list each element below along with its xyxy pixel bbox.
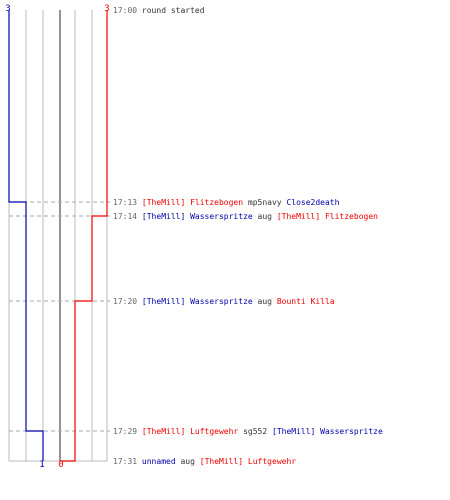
event-time: 17:29	[113, 427, 138, 436]
event-text: round started	[141, 6, 205, 15]
player-name: [TheMill] Flitzebogen	[276, 212, 378, 221]
team-a-end-count: 1	[39, 460, 44, 470]
event-row: 17:00 round started	[113, 6, 205, 16]
event-text: aug	[257, 297, 272, 306]
event-time: 17:13	[113, 198, 138, 207]
event-time: 17:31	[113, 457, 138, 466]
team_a-series-line	[8, 10, 44, 461]
player-name: Bounti Killa	[276, 297, 335, 306]
event-row: 17:20 [TheMill] Wasserspritze aug Bounti…	[113, 297, 335, 307]
player-name: Close2death	[286, 198, 340, 207]
event-time: 17:00	[113, 6, 138, 15]
team-b-start-count: 3	[104, 4, 109, 14]
player-name: [TheMill] Luftgewehr	[199, 457, 297, 466]
player-name: [TheMill] Flitzebogen	[141, 198, 244, 207]
event-text: aug	[257, 212, 272, 221]
player-name: [TheMill] Wasserspritze	[272, 427, 383, 436]
event-row: 17:14 [TheMill] Wasserspritze aug [TheMi…	[113, 212, 378, 222]
event-text: aug	[180, 457, 195, 466]
team-b-end-count: 0	[58, 460, 63, 470]
event-time: 17:20	[113, 297, 138, 306]
player-name: [TheMill] Wasserspritze	[141, 212, 253, 221]
event-row: 17:31 unnamed aug [TheMill] Luftgewehr	[113, 457, 296, 467]
event-time: 17:14	[113, 212, 138, 221]
event-row: 17:13 [TheMill] Flitzebogen mp5navy Clos…	[113, 198, 339, 208]
event-row: 17:29 [TheMill] Luftgewehr sg552 [TheMil…	[113, 427, 383, 437]
event-text: sg552	[243, 427, 268, 436]
player-name: [TheMill] Luftgewehr	[141, 427, 239, 436]
team_b-series-line	[60, 10, 108, 462]
player-name: [TheMill] Wasserspritze	[141, 297, 253, 306]
team-a-start-count: 3	[5, 4, 10, 14]
event-text: mp5navy	[247, 198, 282, 207]
player-name: unnamed	[141, 457, 176, 466]
